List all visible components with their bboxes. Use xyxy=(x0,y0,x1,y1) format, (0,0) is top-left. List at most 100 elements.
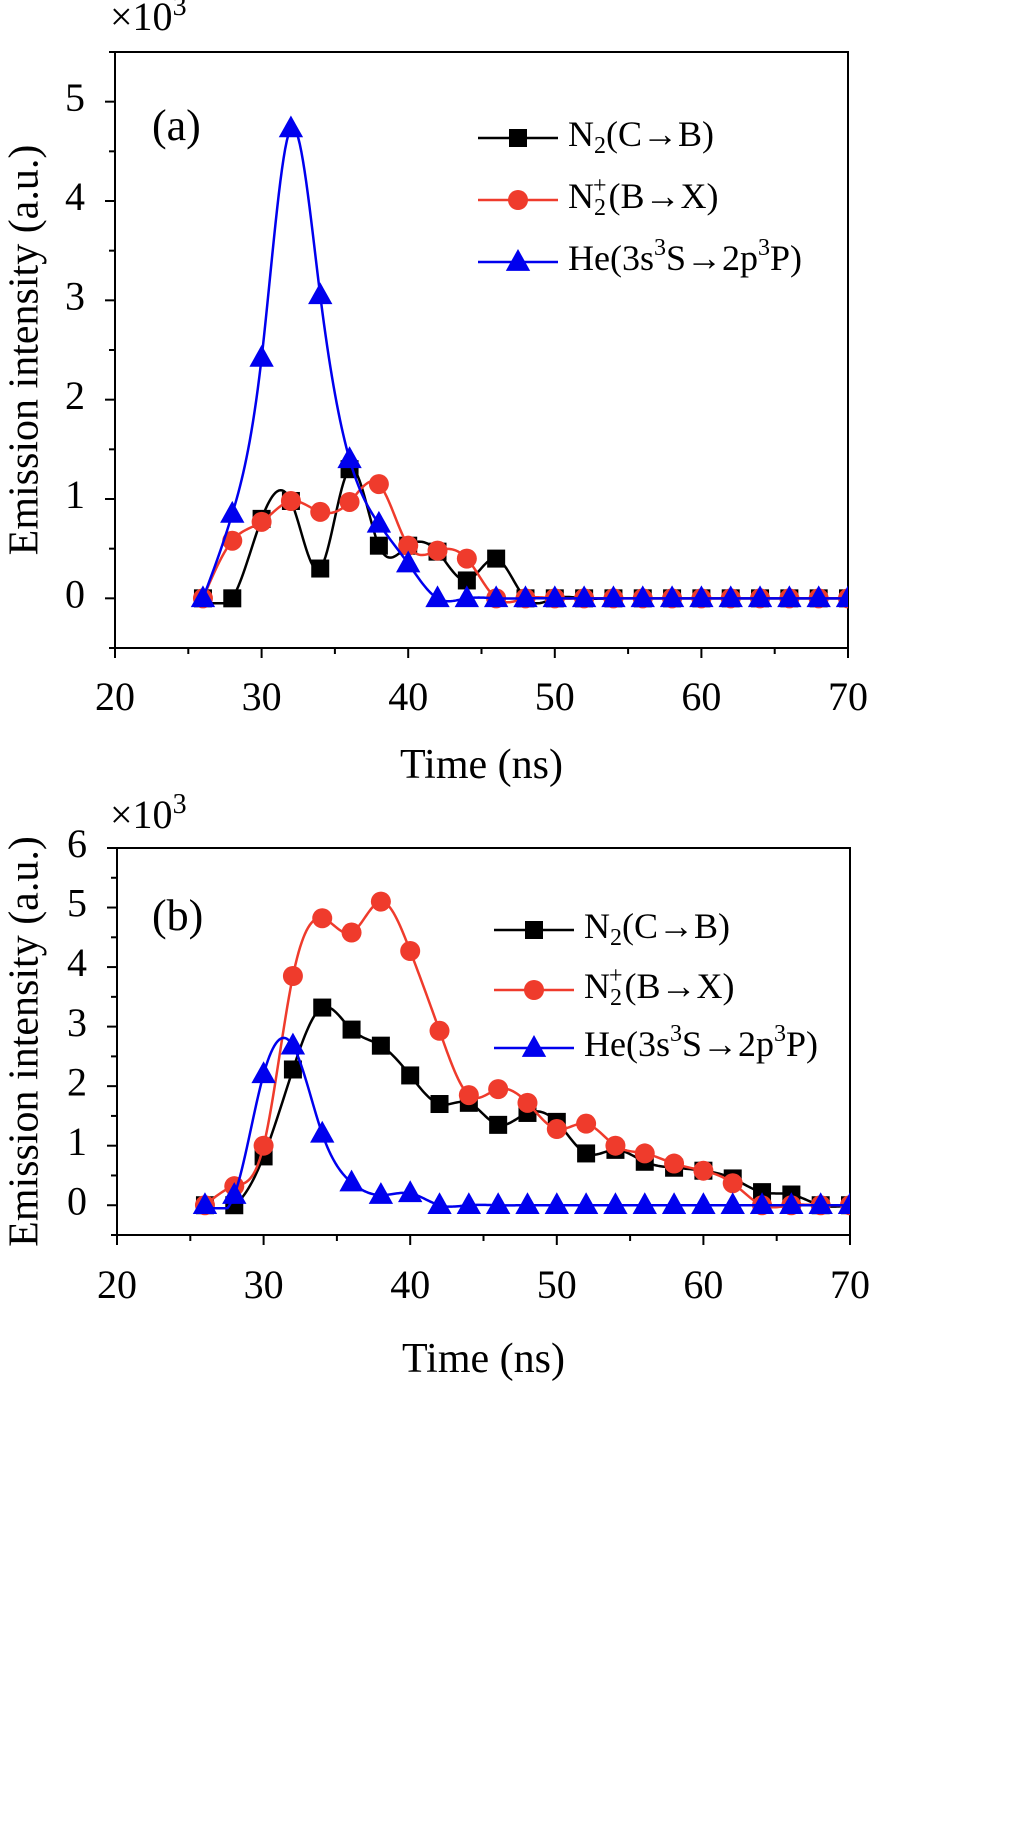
legend: N2(C→B) N2+(B→X) He(3s3S→2p3P) xyxy=(478,114,802,278)
legend-text-part: 3 xyxy=(758,235,770,261)
y-axis-label: Emission intensity (a.u.) xyxy=(2,836,48,1247)
data-point-square xyxy=(311,559,330,578)
data-point-triangle xyxy=(571,585,597,608)
legend-text-part: N xyxy=(568,176,594,216)
data-point-square xyxy=(283,1060,302,1079)
data-point-triangle xyxy=(220,500,245,523)
x-tick-label: 20 xyxy=(97,1262,137,1307)
data-point-circle xyxy=(576,1113,597,1134)
data-point-square xyxy=(401,1066,420,1085)
data-point-triangle xyxy=(280,1032,306,1055)
y-tick-label: 2 xyxy=(67,1059,87,1104)
data-point-triangle xyxy=(837,1192,850,1215)
legend-text-part: 3 xyxy=(654,235,666,261)
y-tick-label: 3 xyxy=(67,1000,87,1045)
y-tick-label: 4 xyxy=(65,174,85,219)
data-point-circle xyxy=(429,1020,450,1041)
data-point-triangle xyxy=(190,585,216,608)
series-line xyxy=(202,467,848,605)
y-tick-label: 1 xyxy=(67,1119,87,1164)
series-square xyxy=(193,460,848,608)
y-multiplier-label: ×103 xyxy=(110,0,187,39)
legend-text-part: P) xyxy=(770,238,802,278)
data-point-triangle xyxy=(425,585,450,608)
legend-text-part: (B→X) xyxy=(625,966,735,1006)
data-point-triangle xyxy=(777,585,802,608)
data-point-triangle xyxy=(806,585,831,608)
data-point-circle xyxy=(310,501,331,522)
data-point-triangle xyxy=(544,1192,569,1215)
data-point-triangle xyxy=(249,344,274,367)
x-axis-label: Time (ns) xyxy=(402,1336,565,1382)
data-point-triangle xyxy=(513,585,538,608)
legend-label: N2(C→B) xyxy=(568,114,714,158)
data-point-triangle xyxy=(601,585,626,608)
x-tick-label: 60 xyxy=(683,1262,723,1307)
legend-text-part: (C→B) xyxy=(606,114,714,154)
data-point-triangle xyxy=(808,1192,833,1215)
legend-label: N2(C→B) xyxy=(584,906,730,950)
chart-panel-a: 20 30 40 50 60 70 0 1 2 3 4 5 Time (ns) Emission inte… xyxy=(2,0,868,788)
data-point-triangle xyxy=(456,1192,482,1215)
data-point-triangle xyxy=(337,446,362,469)
y-axis-label: Emission intensity (a.u.) xyxy=(2,145,48,556)
data-point-triangle xyxy=(454,585,480,608)
data-point-circle xyxy=(456,548,477,569)
data-point-triangle xyxy=(222,1182,247,1204)
legend-text-part: N xyxy=(568,114,594,154)
data-point-square xyxy=(369,536,388,555)
legend-text-part: He(3s xyxy=(568,238,654,278)
data-point-triangle xyxy=(368,1182,394,1204)
y-tick-label: 0 xyxy=(67,1178,87,1223)
y-tick-label: 0 xyxy=(65,572,85,617)
y-multiplier-label: ×103 xyxy=(110,789,187,837)
y-tick-label: 5 xyxy=(67,881,87,926)
chart-panel-b: 20 30 40 50 60 70 0 1 2 3 4 5 6 Time (ns) Emission int… xyxy=(2,789,870,1382)
data-point-circle xyxy=(546,1119,567,1140)
data-point-square xyxy=(487,549,506,568)
data-point-triangle xyxy=(515,1192,540,1215)
data-point-triangle xyxy=(310,1120,335,1143)
data-point-circle xyxy=(605,1135,626,1156)
multiplier-exponent: 3 xyxy=(173,789,187,820)
data-point-circle xyxy=(251,511,272,532)
data-point-triangle xyxy=(192,1192,218,1215)
data-point-circle xyxy=(339,491,360,512)
data-point-square xyxy=(489,1115,508,1134)
data-point-triangle xyxy=(396,550,421,573)
legend-label: He(3s3S→2p3P) xyxy=(568,235,802,279)
data-point-circle xyxy=(370,891,391,912)
plot-frame xyxy=(114,51,849,649)
x-tick-label: 50 xyxy=(535,674,575,719)
data-point-triangle xyxy=(485,1192,511,1215)
legend-text-part: He(3s xyxy=(584,1024,670,1064)
panel-label: (a) xyxy=(152,101,201,150)
data-point-circle xyxy=(693,1160,714,1181)
x-tick-label: 60 xyxy=(681,674,721,719)
data-point-triangle xyxy=(366,510,392,533)
legend-text-part: S→2p xyxy=(682,1024,774,1064)
legend-text-part: P) xyxy=(786,1024,818,1064)
data-point-circle xyxy=(341,922,362,943)
panel-label: (b) xyxy=(152,891,203,940)
data-point-circle xyxy=(222,530,243,551)
data-point-circle xyxy=(312,908,333,929)
data-point-square xyxy=(223,589,242,608)
y-tick-label: 2 xyxy=(65,373,85,418)
data-point-triangle xyxy=(398,1180,423,1203)
multiplier-base: ×10 xyxy=(110,0,173,39)
multiplier-base: ×10 xyxy=(110,792,173,837)
legend-marker-circle xyxy=(508,190,528,210)
data-point-circle xyxy=(280,490,301,511)
data-point-square xyxy=(457,571,476,590)
legend-text-part: 2 xyxy=(610,985,622,1011)
legend-label: N2+(B→X) xyxy=(568,173,719,221)
y-tick-label: 1 xyxy=(65,472,85,517)
data-point-circle xyxy=(282,966,303,987)
data-point-square xyxy=(313,998,332,1017)
data-point-circle xyxy=(664,1153,685,1174)
x-tick-label: 40 xyxy=(388,674,428,719)
data-point-triangle xyxy=(278,115,304,138)
legend-marker-square xyxy=(525,921,543,939)
data-point-triangle xyxy=(630,585,655,608)
